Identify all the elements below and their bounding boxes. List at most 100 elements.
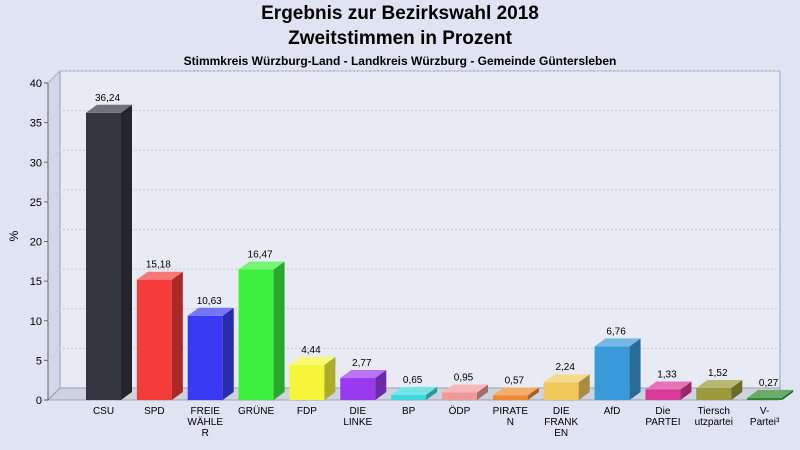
- bar-top: [136, 271, 183, 280]
- bar-9: [543, 374, 590, 400]
- x-tick-label-line: Die: [655, 406, 670, 417]
- x-tick-label-line: DIE: [349, 406, 366, 417]
- data-label: 15,18: [146, 260, 171, 271]
- bar-0: [86, 104, 132, 400]
- gridline: [47, 229, 780, 242]
- bar-2: [187, 307, 234, 400]
- bar-side: [629, 338, 641, 400]
- bar-side: [121, 104, 132, 400]
- bar-top: [696, 379, 743, 388]
- data-label: 0,27: [759, 378, 779, 389]
- data-label: 0,95: [454, 372, 474, 383]
- bar-top: [86, 104, 132, 113]
- data-label: 0,65: [403, 375, 423, 386]
- bar-front: [543, 382, 579, 400]
- bar-front: [696, 387, 732, 400]
- bar-3: [238, 261, 285, 400]
- bar-top: [442, 384, 488, 393]
- bar-side: [426, 386, 438, 400]
- gridline: [47, 149, 780, 163]
- bar-11: [645, 381, 692, 400]
- x-tick-label: SPD: [144, 406, 165, 417]
- bar-side: [273, 261, 285, 400]
- x-tick-label-line: Tiersch: [698, 406, 730, 417]
- x-tick-label-line: SPD: [144, 406, 165, 417]
- bar-8: [492, 387, 539, 400]
- chart-title: Ergebnis zur Bezirkswahl 2018: [261, 3, 539, 24]
- bar-top: [747, 389, 794, 398]
- bar-12: [696, 379, 743, 400]
- bar-front: [187, 315, 223, 400]
- gridline: [47, 70, 780, 84]
- x-tick-label: FREIE WÄHLE R: [187, 406, 223, 439]
- bar-side: [578, 374, 590, 400]
- x-tick-label: FDP: [297, 406, 317, 417]
- bar-top: [645, 381, 692, 390]
- x-tick-label-line: ÖDP: [449, 405, 471, 417]
- x-tick-label-line: PARTEI: [645, 417, 680, 428]
- x-tick-label-line: Partei³: [750, 417, 780, 428]
- bar-top: [238, 261, 285, 270]
- y-tick-label: 20: [30, 237, 42, 249]
- bar-front: [391, 394, 427, 400]
- data-label: 0,57: [505, 375, 525, 386]
- bar-side: [680, 381, 692, 400]
- chart-location: Stimmkreis Würzburg-Land - Landkreis Wür…: [183, 54, 617, 68]
- x-tick-label-line: V-: [760, 406, 769, 417]
- x-tick-label-line: N: [507, 417, 514, 428]
- bar-top: [391, 386, 438, 395]
- gridline: [47, 110, 780, 123]
- x-tick-label: Die PARTEI: [645, 406, 680, 428]
- x-tick-label-line: utzpartei: [695, 417, 733, 428]
- gridline: [47, 308, 780, 322]
- bar-4: [289, 356, 336, 400]
- x-tick-label-line: BP: [402, 406, 416, 417]
- bar-side: [527, 387, 539, 400]
- x-tick-label: BP: [402, 406, 416, 417]
- data-label: 36,24: [95, 93, 120, 104]
- x-tick-label-line: FREIE: [190, 406, 220, 417]
- gridline: [47, 268, 780, 282]
- data-label: 16,47: [248, 249, 273, 260]
- x-tick-label: DIE LINKE: [343, 406, 372, 428]
- bar-front: [594, 346, 630, 400]
- bar-top: [340, 370, 387, 379]
- x-tick-label: DIE FRANK EN: [544, 406, 578, 439]
- bar-front: [645, 389, 681, 400]
- data-label: 6,76: [606, 326, 626, 337]
- y-tick-label: 35: [30, 118, 42, 130]
- x-tick-label-line: EN: [554, 428, 568, 439]
- bars: [86, 104, 794, 400]
- bar-front: [492, 395, 528, 400]
- data-label: 1,33: [657, 369, 677, 380]
- bar-top: [187, 307, 234, 316]
- bar-side: [171, 271, 183, 400]
- bar-top: [289, 356, 336, 365]
- y-tick-label: 5: [36, 355, 42, 367]
- x-tick-label-line: FDP: [297, 406, 317, 417]
- bar-side: [222, 307, 234, 400]
- data-label: 4,44: [301, 345, 321, 356]
- y-tick-label: 40: [30, 78, 42, 90]
- bar-top: [594, 338, 641, 347]
- bar-10: [594, 338, 641, 400]
- data-label: 1,52: [708, 368, 728, 379]
- bar-5: [340, 370, 387, 400]
- y-tick-label: 30: [30, 157, 42, 169]
- x-tick-label-line: WÄHLE: [187, 416, 223, 428]
- bar-front: [442, 392, 477, 400]
- y-axis: 0 5 10 15 20 25 30 35 40: [30, 70, 780, 407]
- data-label: 2,77: [352, 358, 372, 369]
- x-tick-label: ÖDP: [449, 405, 471, 417]
- y-tick-label: 10: [30, 316, 42, 328]
- y-tick-label: 25: [30, 197, 42, 209]
- gridline: [47, 189, 780, 203]
- bar-13: [747, 389, 794, 400]
- chart-subtitle: Zweitstimmen in Prozent: [288, 28, 512, 49]
- bar-side: [477, 384, 488, 400]
- x-tick-label-line: FRANK: [544, 417, 578, 428]
- bar-side: [731, 379, 743, 400]
- x-tick-label-line: R: [202, 428, 209, 439]
- bar-front: [289, 364, 325, 400]
- labels: 36,24 CSU 15,18 SPD 10,63 FREIE WÄHLE R 16,47 GRÜ…: [93, 93, 780, 439]
